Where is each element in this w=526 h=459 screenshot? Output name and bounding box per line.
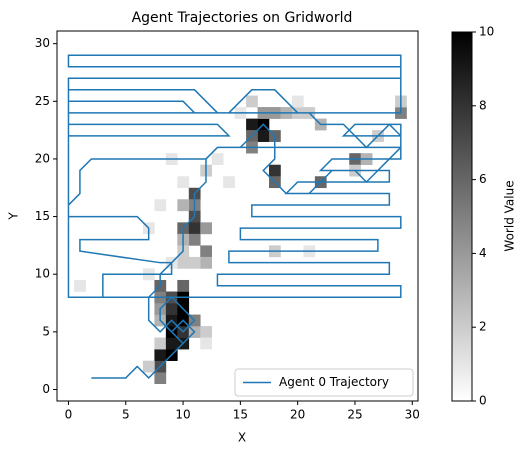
heatmap-cell [188,233,201,246]
heatmap-cell [142,360,155,373]
heatmap-cell [200,326,213,338]
heatmap-cell [165,303,178,315]
y-tick-label: 0 [42,382,50,396]
colorbar-tick-label: 2 [479,320,487,334]
heatmap-cell [200,245,213,258]
heatmap-cell [154,199,167,212]
trajectory-line [67,54,402,380]
legend-box [234,368,414,397]
plot-frame [56,30,419,402]
x-tick-label: 30 [405,408,420,422]
heatmap-cell [211,153,224,166]
heatmap-cell [200,222,213,235]
chart-title: Agent Trajectories on Gridworld [132,10,353,26]
heatmap-cell [177,176,190,189]
x-tick-label: 25 [347,408,362,422]
heatmap-cell [223,176,235,189]
colorbar-label: World Value [503,180,517,251]
y-tick-label: 15 [35,209,50,223]
colorbar-tick-label: 8 [479,98,487,112]
heatmap-cell [177,279,190,292]
y-tick-label: 20 [35,151,50,165]
colorbar [451,31,473,402]
colorbar-tick-label: 10 [479,25,494,39]
heatmap-cell [74,279,86,292]
heatmap-cell [269,164,281,177]
legend-label: Agent 0 Trajectory [279,375,389,389]
heatmap-cell [200,256,213,269]
x-tick-label: 20 [290,408,305,422]
y-tick-label: 30 [35,36,50,50]
x-axis-label: X [238,431,246,445]
heatmap-cell [154,349,167,361]
y-tick-label: 5 [42,324,50,338]
heatmap-cell [188,256,201,269]
heatmap-cell [188,222,201,235]
heatmap-cell [246,118,258,131]
x-tick-label: 15 [233,408,248,422]
y-tick-label: 25 [35,94,50,108]
heatmap-cell [154,337,167,350]
x-tick-label: 10 [175,408,190,422]
heatmap-cell [165,337,178,350]
x-tick-label: 0 [65,408,73,422]
x-tick-label: 5 [122,408,130,422]
heatmap-cell [177,199,190,212]
y-tick-label: 10 [35,267,50,281]
colorbar-tick-label: 0 [479,394,487,408]
colorbar-tick-label: 6 [479,172,487,186]
heatmap-cell [200,337,213,350]
heatmap-cell [246,95,258,108]
heatmap-cell [177,256,190,269]
heatmap-cell [291,95,304,108]
heatmap-cell [257,130,270,142]
heatmap-cell [154,372,167,385]
colorbar-tick-label: 4 [479,246,487,260]
y-axis-label: Y [7,212,21,221]
